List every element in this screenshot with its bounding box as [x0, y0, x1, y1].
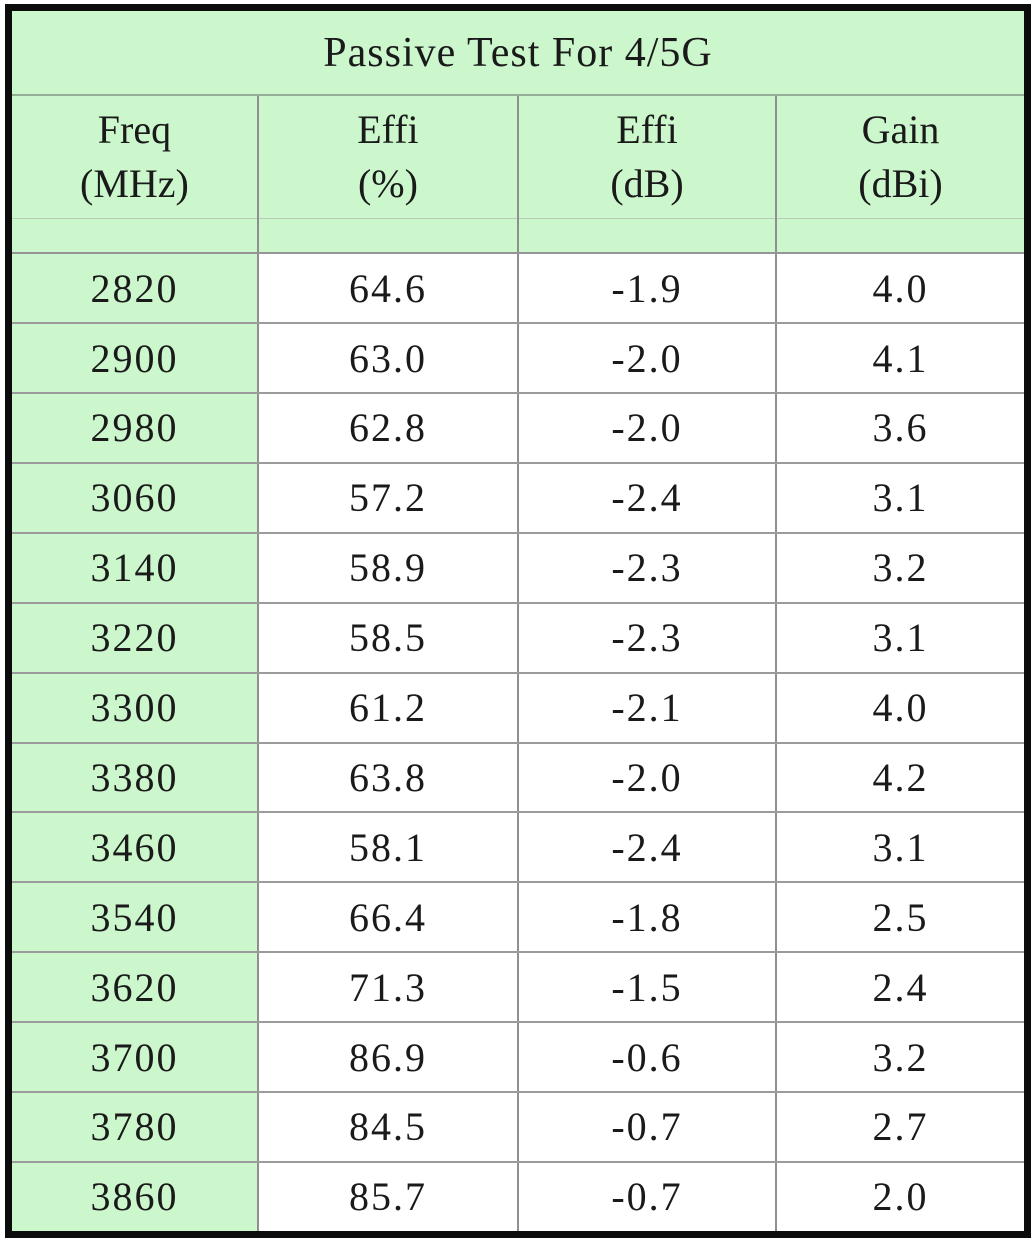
table-title: Passive Test For 4/5G [12, 11, 1024, 97]
column-header-label: Freq [97, 106, 172, 152]
cell-effi-percent: 66.4 [256, 882, 518, 954]
table-row: 3380 63.8 -2.0 4.2 [12, 742, 1024, 814]
cell-freq: 3220 [12, 602, 258, 674]
table-row: 2820 64.6 -1.9 4.0 [12, 253, 1024, 325]
cell-effi-percent: 84.5 [256, 1092, 518, 1163]
cell-freq: 3460 [12, 812, 258, 884]
passive-test-table-frame: Passive Test For 4/5G Freq (MHz) Effi (%… [5, 4, 1031, 1238]
passive-test-table: Passive Test For 4/5G Freq (MHz) Effi (%… [12, 11, 1024, 1231]
table-header-row: Freq (MHz) Effi (%) Effi (dB) Gain (dBi) [12, 95, 1024, 219]
cell-freq: 3620 [12, 952, 258, 1024]
table-row: 3060 57.2 -2.4 3.1 [12, 462, 1024, 534]
header-spacer-row [12, 218, 1024, 255]
cell-freq: 3700 [12, 1022, 258, 1094]
table-row: 3300 61.2 -2.1 4.0 [12, 672, 1024, 744]
cell-effi-percent: 61.2 [256, 672, 518, 744]
cell-gain: 4.0 [775, 672, 1024, 744]
cell-effi-db: -1.8 [516, 882, 777, 954]
column-header-label: Gain [861, 106, 940, 152]
column-header-freq: Freq (MHz) [12, 95, 258, 219]
cell-freq: 3540 [12, 882, 258, 954]
spacer-cell [12, 218, 258, 255]
table-row: 3700 86.9 -0.6 3.2 [12, 1022, 1024, 1094]
spacer-cell [516, 218, 777, 255]
cell-effi-db: -2.3 [516, 602, 777, 674]
table-row: 3780 84.5 -0.7 2.7 [12, 1092, 1024, 1163]
cell-gain: 3.2 [775, 1022, 1024, 1094]
cell-freq: 2900 [12, 323, 258, 394]
cell-effi-percent: 58.1 [256, 812, 518, 884]
cell-effi-db: -0.7 [516, 1092, 777, 1163]
column-header-label: Effi [616, 106, 678, 152]
cell-effi-percent: 85.7 [256, 1161, 518, 1231]
cell-effi-db: -2.0 [516, 392, 777, 464]
column-header-unit: (MHz) [80, 160, 189, 206]
cell-effi-percent: 63.8 [256, 742, 518, 814]
cell-effi-db: -2.4 [516, 462, 777, 534]
cell-gain: 3.2 [775, 532, 1024, 604]
table-row: 3540 66.4 -1.8 2.5 [12, 882, 1024, 954]
cell-gain: 3.1 [775, 602, 1024, 674]
table-row: 3860 85.7 -0.7 2.0 [12, 1161, 1024, 1231]
cell-effi-percent: 62.8 [256, 392, 518, 464]
cell-effi-percent: 63.0 [256, 323, 518, 394]
cell-effi-db: -0.7 [516, 1161, 777, 1231]
column-header-effi-percent: Effi (%) [256, 95, 518, 219]
cell-freq: 3860 [12, 1161, 258, 1231]
table-row: 3460 58.1 -2.4 3.1 [12, 812, 1024, 884]
table-row: 3220 58.5 -2.3 3.1 [12, 602, 1024, 674]
cell-effi-db: -1.5 [516, 952, 777, 1024]
column-header-label: Effi [357, 106, 419, 152]
spacer-cell [256, 218, 518, 255]
cell-freq: 3060 [12, 462, 258, 534]
column-header-unit: (dB) [610, 160, 684, 206]
cell-gain: 3.6 [775, 392, 1024, 464]
cell-effi-percent: 64.6 [256, 253, 518, 325]
cell-effi-db: -2.1 [516, 672, 777, 744]
column-header-unit: (%) [357, 160, 418, 206]
cell-freq: 3780 [12, 1092, 258, 1163]
cell-freq: 3300 [12, 672, 258, 744]
cell-gain: 4.1 [775, 323, 1024, 394]
cell-freq: 3140 [12, 532, 258, 604]
cell-effi-db: -2.4 [516, 812, 777, 884]
table-row: 3140 58.9 -2.3 3.2 [12, 532, 1024, 604]
table-row: 2980 62.8 -2.0 3.6 [12, 392, 1024, 464]
cell-freq: 2980 [12, 392, 258, 464]
column-header-effi-db: Effi (dB) [516, 95, 777, 219]
column-header-gain: Gain (dBi) [775, 95, 1024, 219]
cell-effi-percent: 58.9 [256, 532, 518, 604]
cell-gain: 4.0 [775, 253, 1024, 325]
table-row: 3620 71.3 -1.5 2.4 [12, 952, 1024, 1024]
cell-freq: 3380 [12, 742, 258, 814]
cell-effi-db: -2.0 [516, 323, 777, 394]
cell-effi-percent: 71.3 [256, 952, 518, 1024]
cell-gain: 3.1 [775, 812, 1024, 884]
cell-gain: 4.2 [775, 742, 1024, 814]
cell-effi-percent: 58.5 [256, 602, 518, 674]
cell-effi-percent: 57.2 [256, 462, 518, 534]
cell-gain: 2.4 [775, 952, 1024, 1024]
cell-effi-percent: 86.9 [256, 1022, 518, 1094]
cell-gain: 3.1 [775, 462, 1024, 534]
cell-effi-db: -2.3 [516, 532, 777, 604]
cell-gain: 2.7 [775, 1092, 1024, 1163]
cell-gain: 2.0 [775, 1161, 1024, 1231]
table-row: 2900 63.0 -2.0 4.1 [12, 323, 1024, 394]
table-title-row: Passive Test For 4/5G [12, 11, 1024, 97]
cell-effi-db: -2.0 [516, 742, 777, 814]
spacer-cell [775, 218, 1024, 255]
cell-effi-db: -0.6 [516, 1022, 777, 1094]
cell-gain: 2.5 [775, 882, 1024, 954]
column-header-unit: (dBi) [858, 160, 943, 206]
cell-effi-db: -1.9 [516, 253, 777, 325]
cell-freq: 2820 [12, 253, 258, 325]
